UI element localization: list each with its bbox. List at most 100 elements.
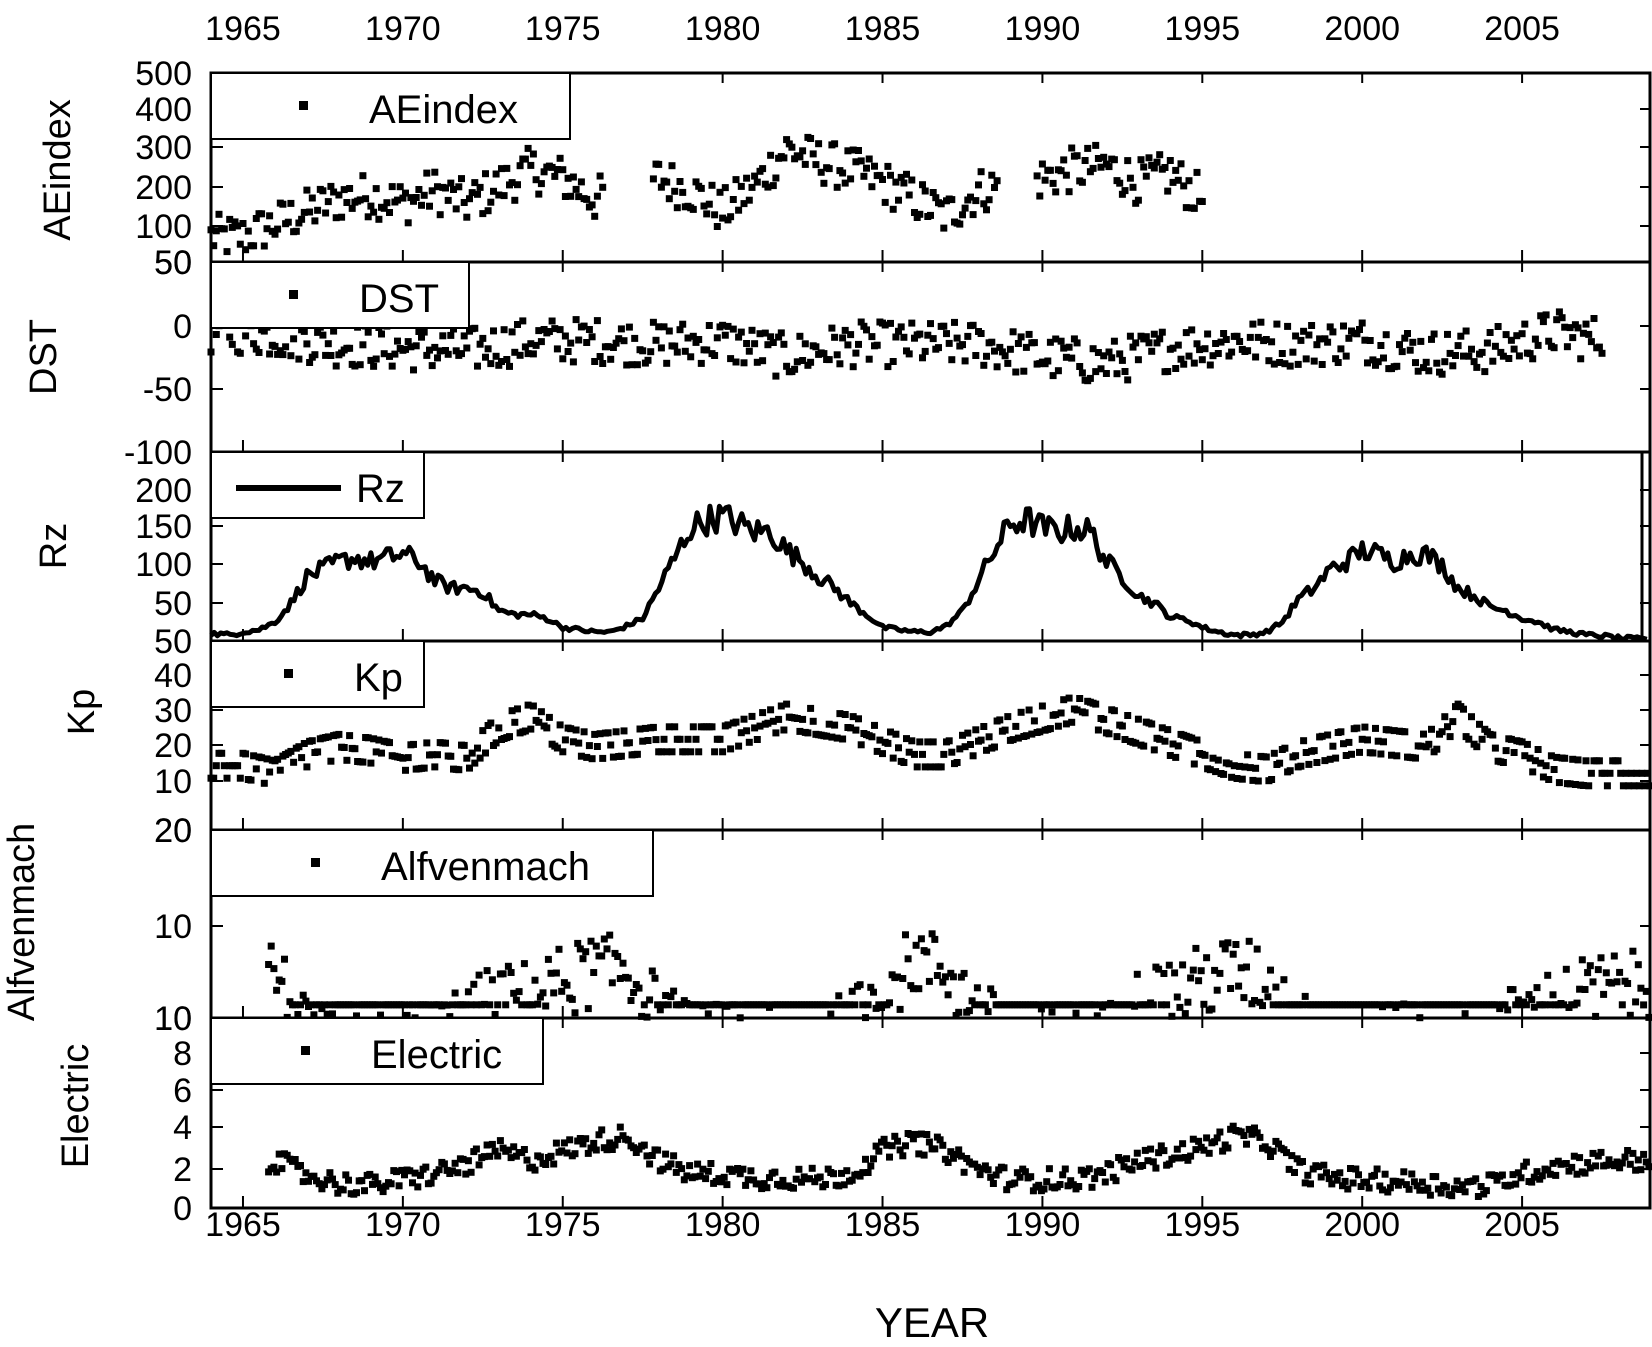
alfvenmach-point — [936, 962, 944, 970]
dst-point — [924, 331, 932, 339]
kp-point — [1547, 752, 1555, 760]
dst-point — [1228, 348, 1236, 356]
electric-point — [1069, 1181, 1077, 1189]
alfvenmach-point — [1069, 1001, 1077, 1009]
kp-point — [1188, 734, 1196, 742]
dst-point — [1278, 350, 1286, 357]
dst-point — [1164, 368, 1172, 375]
dst-point — [271, 342, 279, 350]
alfvenmach-point — [1637, 984, 1645, 992]
aeindex-point — [450, 186, 457, 193]
electric-point — [566, 1136, 574, 1144]
electric-point — [315, 1180, 323, 1188]
electric-point — [496, 1137, 504, 1145]
kp-point — [1233, 775, 1241, 782]
electric-point — [1101, 1178, 1109, 1186]
dst-point — [1585, 330, 1593, 338]
electric-point — [760, 1180, 768, 1188]
electric-point — [1426, 1191, 1434, 1199]
alfvenmach-point — [297, 1001, 304, 1009]
electric-point — [606, 1139, 614, 1147]
electric-point — [758, 1185, 766, 1193]
dst-point — [332, 362, 340, 370]
electric-point — [345, 1176, 352, 1184]
kp-point — [719, 748, 727, 756]
alfvenmach-point — [472, 1001, 480, 1009]
alfvenmach-point — [353, 1012, 360, 1020]
aeindex-point — [735, 206, 743, 214]
electric-point — [448, 1167, 456, 1175]
kp-point — [346, 732, 354, 740]
electric-point — [1067, 1177, 1075, 1185]
alfvenmach-point — [1133, 970, 1141, 978]
dst-point — [959, 341, 966, 349]
alfvenmach-point — [651, 974, 659, 982]
aeindex-point — [487, 198, 495, 206]
dst-point — [1334, 359, 1342, 366]
alfvenmach-point — [1091, 1001, 1099, 1009]
kp-point — [1622, 769, 1630, 777]
electric-point — [462, 1170, 470, 1178]
kp-point — [1318, 732, 1326, 740]
kp-point — [887, 728, 894, 736]
alfvenmach-point — [1251, 997, 1258, 1004]
electric-point — [1088, 1183, 1096, 1191]
aeindex-point — [476, 183, 484, 191]
electric-point — [1589, 1149, 1597, 1157]
alfvenmach-point — [467, 1001, 475, 1009]
kp-point — [1510, 749, 1518, 756]
kp-point — [431, 763, 439, 771]
aeindex-point — [1092, 141, 1100, 149]
electric-point — [1517, 1174, 1525, 1182]
kp-point — [559, 748, 567, 756]
aeindex-point — [402, 189, 409, 197]
kp-point — [1073, 706, 1081, 714]
electric-point — [955, 1146, 963, 1154]
dst-point — [1505, 355, 1513, 362]
kp-point — [636, 725, 644, 733]
kp-point — [1555, 779, 1563, 787]
kp-point — [804, 729, 812, 737]
alfvenmach-point — [1632, 998, 1640, 1006]
aeindex-point — [783, 136, 791, 144]
kp-point — [1036, 728, 1044, 736]
dst-point — [1284, 322, 1292, 330]
kp-point — [1468, 713, 1475, 721]
kp-point — [1025, 706, 1033, 714]
kp-point — [753, 736, 761, 743]
dst-point — [1196, 346, 1204, 354]
electric-point — [459, 1155, 467, 1163]
dst-point — [1052, 335, 1060, 343]
kp-point — [607, 741, 615, 749]
dst-point — [953, 334, 961, 342]
dst-point — [388, 362, 396, 370]
alfvenmach-point — [542, 1002, 550, 1010]
kp-point — [1292, 752, 1300, 760]
dst-point — [1510, 345, 1518, 353]
electric-point — [1328, 1180, 1336, 1188]
alfvenmach-point — [909, 985, 917, 993]
aeindex-point — [444, 196, 452, 204]
dst-point — [1126, 332, 1134, 340]
dst-point — [575, 336, 583, 344]
electric-point — [1173, 1145, 1181, 1153]
aeindex-point — [1140, 163, 1148, 171]
dst-point — [884, 363, 892, 371]
alfvenmach-point — [443, 1001, 451, 1009]
aeindex-point — [1193, 168, 1201, 176]
electric-point — [1573, 1170, 1581, 1178]
dst-point — [1300, 327, 1308, 335]
kp-point — [1380, 738, 1387, 746]
kp-point — [732, 718, 740, 726]
alfvenmach-series — [265, 930, 1652, 1022]
electric-point — [275, 1150, 283, 1158]
alfvenmach-point — [1157, 1001, 1165, 1009]
aeindex-point — [1118, 190, 1126, 198]
electric-legend-box — [210, 1017, 544, 1085]
dst-point — [1308, 322, 1316, 329]
dst-point — [1404, 330, 1411, 337]
kp-point — [372, 748, 380, 756]
kp-point — [535, 718, 543, 726]
aeindex-point — [500, 192, 508, 200]
